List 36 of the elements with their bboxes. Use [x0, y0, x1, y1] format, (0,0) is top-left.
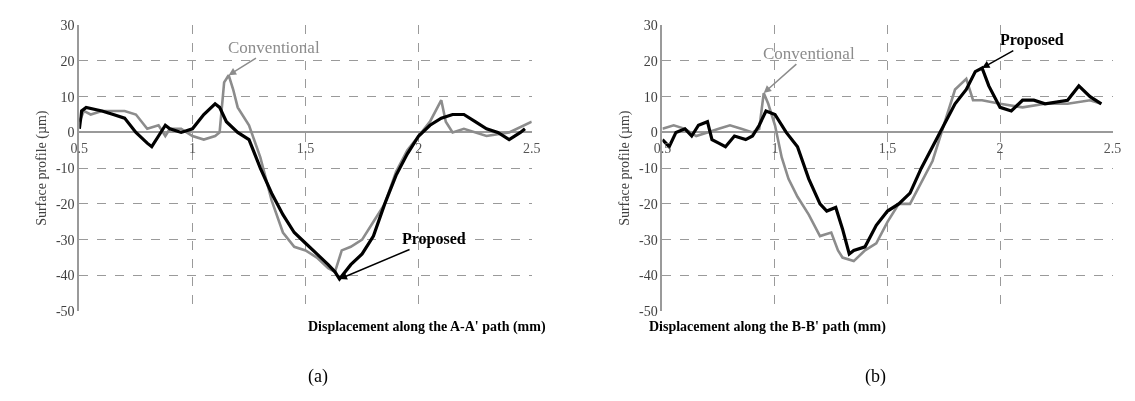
- series-label: Proposed: [1000, 31, 1064, 49]
- series-label: Proposed: [402, 230, 466, 248]
- y-tick-label: -20: [638, 196, 658, 212]
- y-tick-label: 30: [643, 18, 658, 34]
- series-label: Conventional: [228, 38, 320, 57]
- x-tick-label: 2.5: [1103, 141, 1122, 157]
- y-tick-label: 0: [67, 125, 75, 141]
- y-tick-label: -40: [55, 268, 75, 284]
- y-tick-label: 10: [60, 89, 75, 105]
- x-tick-label: 1: [188, 141, 196, 157]
- y-tick-label: -10: [638, 161, 658, 177]
- y-tick-label: -30: [55, 232, 75, 248]
- x-tick-label: 2: [415, 141, 423, 157]
- x-tick-label: 1.5: [878, 141, 897, 157]
- y-tick-label: -50: [638, 304, 658, 320]
- y-tick-label: -20: [55, 196, 75, 212]
- text: (a): [308, 366, 328, 387]
- y-tick-label: -40: [638, 268, 658, 284]
- y-tick-label: -10: [55, 161, 75, 177]
- y-axis-title: Surface profile (µm): [617, 110, 634, 226]
- y-axis-title: Surface profile (µm): [34, 110, 50, 226]
- x-axis-title: Displacement along the B-B' path (mm): [649, 319, 887, 335]
- y-tick-label: 0: [650, 125, 658, 141]
- series-label: Conventional: [763, 44, 855, 63]
- y-tick-label: -50: [55, 304, 75, 320]
- y-tick-label: 20: [60, 53, 75, 69]
- y-tick-label: 30: [60, 18, 75, 34]
- x-tick-label: 1.5: [296, 141, 315, 157]
- y-tick-label: -30: [638, 232, 658, 248]
- text: (b): [865, 366, 886, 387]
- x-tick-label: 2.5: [523, 141, 541, 157]
- x-tick-label: 1: [771, 141, 779, 157]
- x-axis-title: Displacement along the A-A' path (mm): [308, 319, 546, 335]
- y-tick-label: 10: [643, 89, 658, 105]
- x-tick-label: 2: [996, 141, 1004, 157]
- y-tick-label: 20: [643, 53, 658, 69]
